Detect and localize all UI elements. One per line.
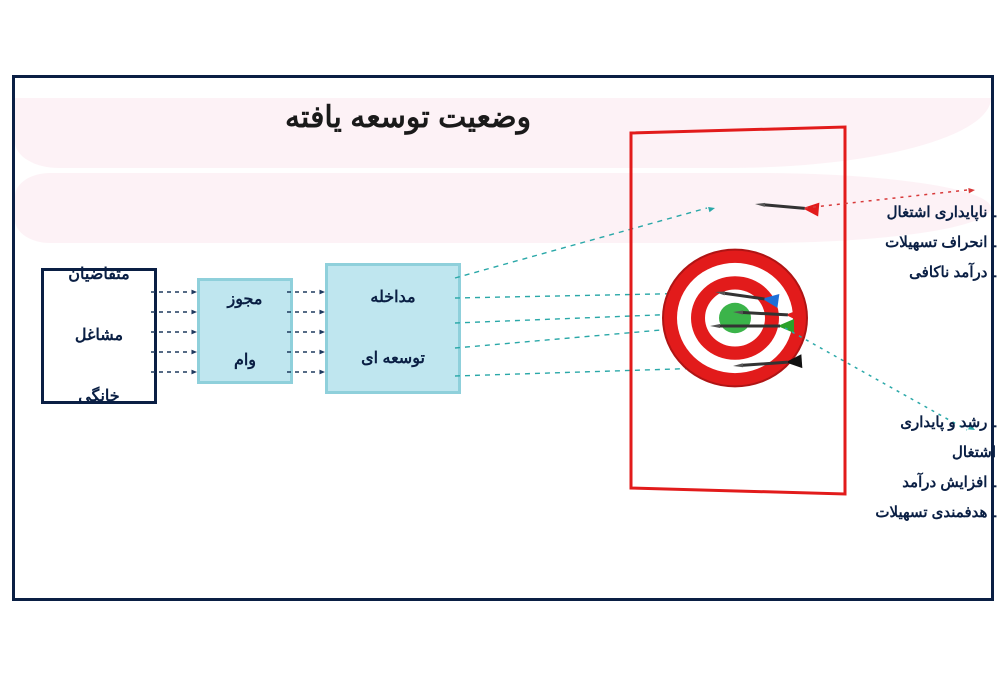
outcomes-negative: ـ ناپایداری اشتغالـ انحراف تسهیلاتـ درآم… — [885, 198, 996, 288]
outcome-line: ـ ناپایداری اشتغال — [885, 198, 996, 228]
outcome-line: ـ انحراف تسهیلات — [885, 228, 996, 258]
outcome-line: ـ درآمد ناکافی — [885, 258, 996, 288]
outcomes-positive: ـ رشد و پایداریاشتغالـ افزایش درآمدـ هدف… — [875, 408, 996, 528]
outcome-line: ـ افزایش درآمد — [875, 468, 996, 498]
diagram-frame: وضعیت توسعه یافته متقاضیانمشاغلخانگی مجو… — [12, 75, 994, 601]
outcome-line: ـ هدفمندی تسهیلات — [875, 498, 996, 528]
outcome-line: ـ رشد و پایداری — [875, 408, 996, 438]
diagram-svg — [15, 78, 991, 598]
outcome-line: اشتغال — [875, 438, 996, 468]
